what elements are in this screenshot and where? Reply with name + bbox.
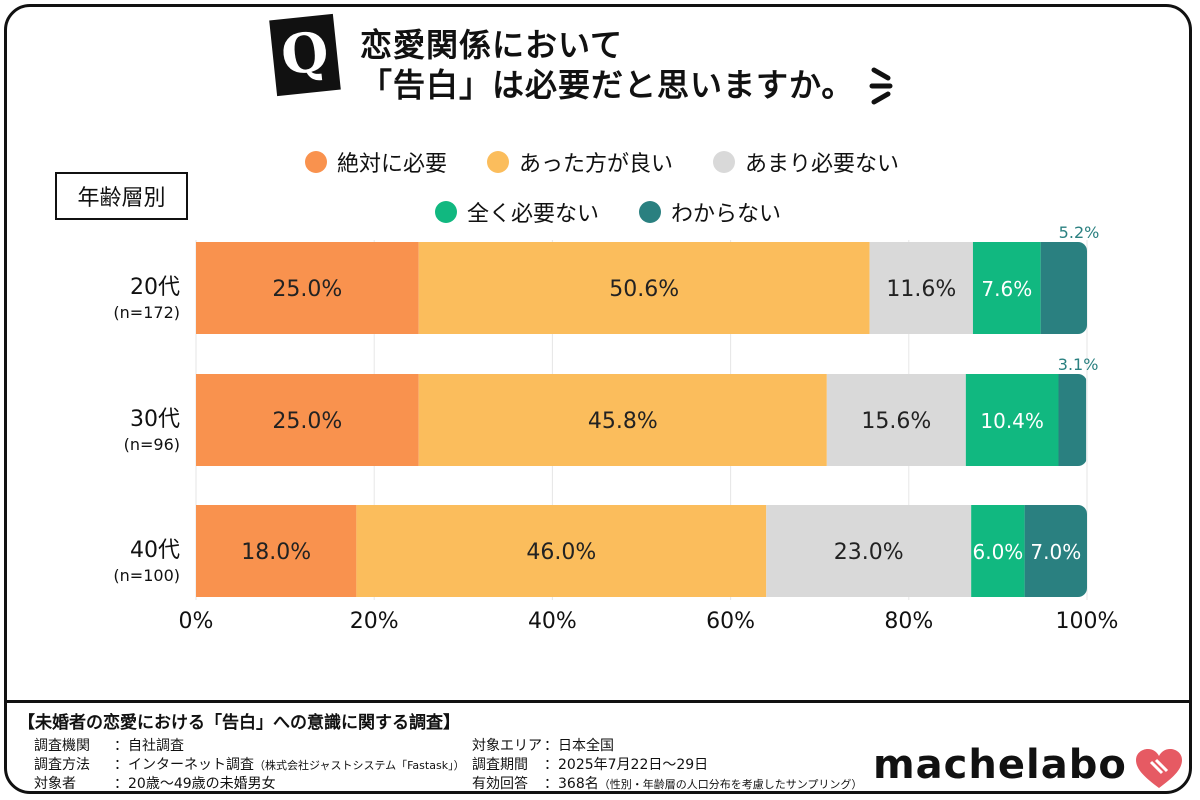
footer-label: 対象者: [34, 776, 76, 792]
category-sample-size: (n=172): [113, 303, 180, 322]
bar-segment: [356, 505, 767, 597]
footer-row: 調査機関 ：自社調査: [34, 735, 184, 755]
legend-item: あった方が良い: [487, 146, 673, 178]
legend-item: わからない: [639, 196, 781, 228]
bar-segment: [965, 374, 1059, 466]
data-label: 10.4%: [980, 409, 1044, 433]
footer-row: 対象エリア ：日本全国: [472, 735, 614, 755]
legend-item: あまり必要ない: [713, 146, 899, 178]
legend-label: 絶対に必要: [337, 152, 448, 177]
footer-value: ：20歳～49歳の未婚男女: [114, 776, 276, 792]
bar-segment: [972, 242, 1041, 334]
data-label: 15.6%: [861, 409, 931, 434]
x-tick-label: 20%: [350, 609, 399, 634]
data-label: 7.0%: [1030, 540, 1081, 564]
data-label: 46.0%: [526, 540, 596, 565]
footer-value: ：自社調査: [114, 738, 184, 754]
bar-segment: [869, 242, 973, 334]
data-label: 25.0%: [272, 277, 342, 302]
bar-segment: [196, 374, 419, 466]
bar-segment: [766, 505, 972, 597]
legend-swatch: [305, 151, 327, 173]
brand-logo: machelabo: [873, 742, 1127, 788]
legend-item: 全く必要ない: [435, 196, 599, 228]
data-label: 23.0%: [834, 540, 904, 565]
footer-label: 調査機関: [34, 738, 90, 754]
footer-divider: [4, 700, 1192, 703]
data-label: 45.8%: [588, 409, 658, 434]
legend-label: あった方が良い: [519, 152, 674, 177]
legend-label: 全く必要ない: [467, 202, 600, 227]
legend-row-1: 絶対に必要 あった方が良い あまり必要ない: [305, 146, 899, 178]
footer-row: 調査期間 ：2025年7月22日～29日: [472, 754, 708, 774]
legend-swatch: [713, 151, 736, 173]
data-label: 25.0%: [272, 409, 342, 434]
footer-row: 調査方法 ：インターネット調査（株式会社ジャストシステム「Fastask」）: [34, 754, 465, 774]
footer-note: （株式会社ジャストシステム「Fastask」）: [254, 759, 465, 772]
category-label: 20代: [130, 275, 180, 300]
survey-title: 【未婚者の恋愛における「告白」への意識に関する調査】: [18, 713, 460, 733]
chart-title-line1: 恋愛関係において: [360, 26, 624, 64]
data-label: 3.1%: [1058, 355, 1099, 374]
footer-note: （性別・年齢層の人口分布を考慮したサンプリング）: [598, 778, 863, 791]
bar-segment: [826, 374, 966, 466]
footer-label: 対象エリア: [472, 738, 542, 754]
stacked-bar-chart: 25.0% 50.6% 11.6% 7.6% 5.2% 20代 (n=172) 25.0% 45…: [113, 223, 1119, 634]
footer-row: 有効回答 ：368名（性別・年齢層の人口分布を考慮したサンプリング）: [472, 773, 862, 793]
category-label: 30代: [130, 407, 180, 432]
footer-label: 調査方法: [34, 757, 90, 773]
legend-label: あまり必要ない: [745, 152, 900, 177]
age-group-label: 年齢層別: [55, 172, 188, 220]
category-sample-size: (n=96): [124, 435, 180, 454]
legend-row-2: 全く必要ない わからない: [435, 196, 781, 228]
data-label: 7.6%: [981, 277, 1032, 301]
heart-logo-icon: [1136, 749, 1182, 788]
bar-segment: [196, 505, 357, 597]
legend-swatch: [435, 201, 457, 223]
legend-item: 絶対に必要: [305, 146, 447, 178]
footer-value: ：日本全国: [544, 738, 614, 754]
x-tick-label: 60%: [706, 609, 755, 634]
footer-value: ：2025年7月22日～29日: [544, 757, 709, 773]
bar-segment: [1024, 505, 1087, 597]
legend-swatch: [639, 201, 662, 223]
category-sample-size: (n=100): [113, 566, 180, 585]
bar-segment: [418, 374, 827, 466]
bar-segment: [418, 242, 870, 334]
data-label: 11.6%: [886, 277, 956, 302]
legend-swatch: [487, 151, 510, 173]
footer-label: 調査期間: [472, 757, 528, 773]
data-label: 6.0%: [972, 540, 1023, 564]
data-label: 50.6%: [609, 277, 679, 302]
bar-segment: [971, 505, 1025, 597]
footer-row: 対象者 ：20歳～49歳の未婚男女: [34, 773, 276, 793]
legend-label: わからない: [671, 202, 782, 227]
x-tick-label: 0%: [179, 609, 214, 634]
category-label: 40代: [130, 538, 180, 563]
bar-segment: [1040, 242, 1087, 334]
x-tick-label: 40%: [528, 609, 577, 634]
chart-title-line2: 「告白」は必要だと思いますか。: [360, 66, 855, 104]
emphasis-lines-icon: [869, 67, 893, 105]
x-tick-label: 80%: [884, 609, 933, 634]
bar-segment: [1058, 374, 1087, 466]
x-tick-label: 100%: [1056, 609, 1119, 634]
bar-segment: [196, 242, 419, 334]
footer-value: ：368名: [544, 776, 599, 792]
data-label: 5.2%: [1059, 223, 1100, 242]
footer-label: 有効回答: [472, 776, 528, 792]
footer-value: ：インターネット調査: [114, 757, 254, 773]
data-label: 18.0%: [241, 540, 311, 565]
